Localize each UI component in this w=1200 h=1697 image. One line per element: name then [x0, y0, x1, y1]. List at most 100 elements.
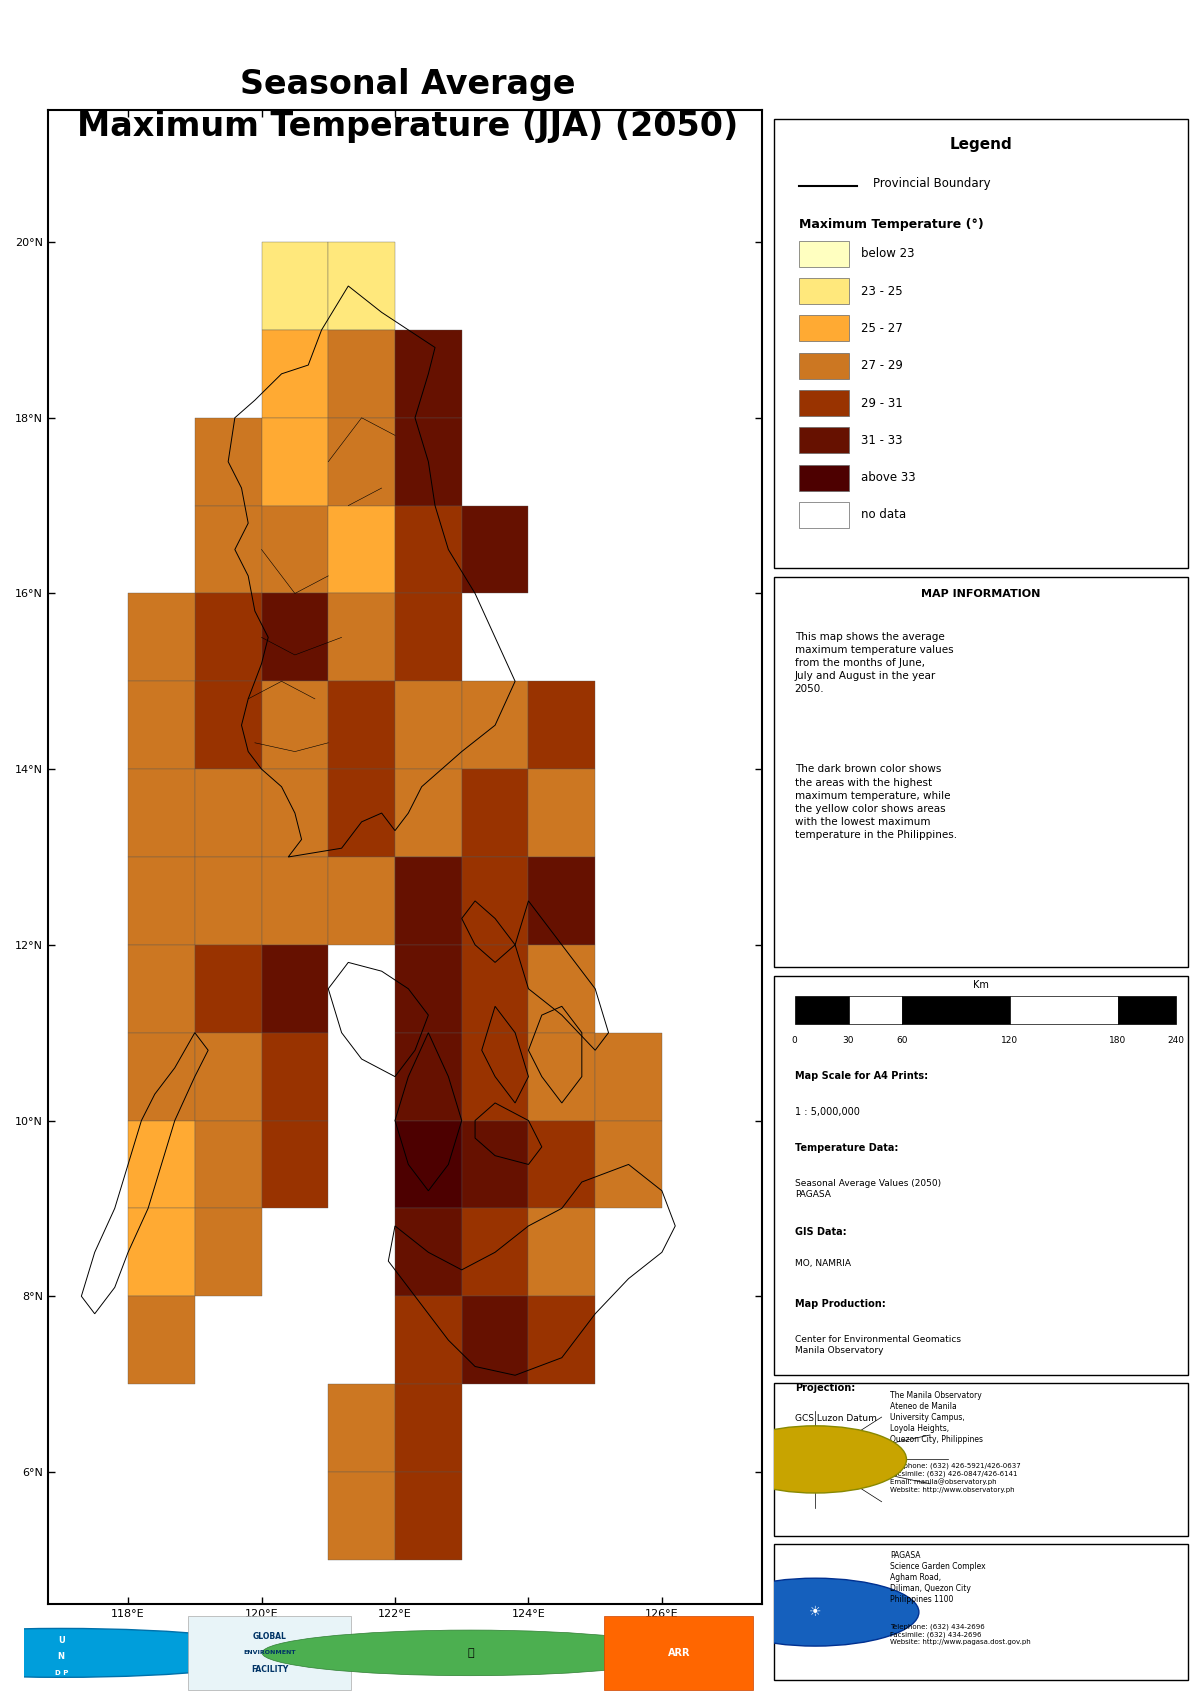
Bar [462, 1297, 528, 1385]
Bar [329, 417, 395, 506]
Bar [128, 680, 194, 769]
Bar [462, 506, 528, 594]
Text: Telephone: (632) 426-5921/426-0637
Facsimile: (632) 426-0847/426-6141
Email: man: Telephone: (632) 426-5921/426-0637 Facsi… [890, 1463, 1021, 1493]
Bar [605, 1616, 754, 1690]
Bar [799, 502, 848, 528]
Bar [395, 1033, 462, 1120]
Bar [329, 680, 395, 769]
Bar [128, 594, 194, 680]
Bar [128, 857, 194, 945]
Bar [462, 1033, 528, 1120]
Bar [194, 417, 262, 506]
Bar [395, 417, 462, 506]
Text: Center for Environmental Geomatics
Manila Observatory: Center for Environmental Geomatics Manil… [794, 1334, 961, 1354]
Bar [395, 1297, 462, 1385]
Text: ☀: ☀ [809, 1605, 822, 1619]
Text: 30: 30 [842, 1035, 854, 1045]
Bar [395, 329, 462, 417]
Bar [462, 1208, 528, 1297]
Text: above 33: above 33 [860, 472, 916, 484]
Text: FACILITY: FACILITY [251, 1665, 288, 1673]
Bar [395, 857, 462, 945]
Text: Map Scale for A4 Prints:: Map Scale for A4 Prints: [794, 1071, 928, 1081]
Text: 240: 240 [1168, 1035, 1184, 1045]
Text: 31 - 33: 31 - 33 [860, 434, 902, 446]
Text: The Manila Observatory
Ateneo de Manila
University Campus,
Loyola Heights,
Quezo: The Manila Observatory Ateneo de Manila … [890, 1392, 983, 1444]
Bar [128, 1120, 194, 1208]
Bar [128, 1297, 194, 1385]
Bar [128, 945, 194, 1033]
Text: The dark brown color shows
the areas with the highest
maximum temperature, while: The dark brown color shows the areas wit… [794, 764, 956, 840]
Text: PAGASA
Science Garden Complex
Agham Road,
Diliman, Quezon City
Philippines 1100: PAGASA Science Garden Complex Agham Road… [890, 1551, 985, 1604]
Text: ENVIRONMENT: ENVIRONMENT [244, 1651, 295, 1655]
Text: GIS Data:: GIS Data: [794, 1227, 846, 1237]
Bar [1117, 996, 1176, 1023]
Text: U: U [58, 1636, 65, 1644]
Bar [128, 1208, 194, 1297]
Bar [462, 1120, 528, 1208]
Bar [848, 996, 902, 1023]
Text: Provincial Boundary: Provincial Boundary [874, 178, 991, 190]
Text: Legend: Legend [949, 137, 1013, 151]
Bar [528, 1120, 595, 1208]
Bar [528, 1033, 595, 1120]
Bar [799, 316, 848, 341]
Bar [194, 769, 262, 857]
Text: GLOBAL: GLOBAL [252, 1633, 287, 1641]
Text: 🌿: 🌿 [467, 1648, 474, 1658]
Text: 27 - 29: 27 - 29 [860, 360, 902, 372]
Bar [395, 1208, 462, 1297]
Bar [194, 594, 262, 680]
Bar [794, 996, 848, 1023]
Circle shape [712, 1578, 919, 1646]
Bar [262, 417, 329, 506]
Bar [902, 996, 1010, 1023]
Text: 60: 60 [896, 1035, 908, 1045]
Text: below 23: below 23 [860, 248, 914, 260]
Bar [1010, 996, 1117, 1023]
Bar [262, 594, 329, 680]
Bar [128, 769, 194, 857]
Bar [528, 769, 595, 857]
Bar [329, 243, 395, 329]
Text: 1 : 5,000,000: 1 : 5,000,000 [794, 1108, 859, 1117]
Bar [329, 1385, 395, 1471]
Bar [194, 1120, 262, 1208]
Bar [395, 1120, 462, 1208]
Bar [528, 857, 595, 945]
Bar [462, 680, 528, 769]
Bar [799, 465, 848, 490]
Bar [528, 945, 595, 1033]
Text: Projection:: Projection: [794, 1383, 854, 1393]
Bar [262, 1120, 329, 1208]
Bar [194, 1033, 262, 1120]
Bar [329, 1471, 395, 1560]
Bar [462, 857, 528, 945]
Bar [595, 1033, 662, 1120]
Bar [395, 945, 462, 1033]
Circle shape [262, 1631, 679, 1675]
Bar [329, 857, 395, 945]
Bar [395, 857, 462, 945]
Bar [528, 680, 595, 769]
Text: N: N [58, 1653, 65, 1661]
Text: Km: Km [973, 979, 989, 989]
Bar [462, 857, 528, 945]
Bar [262, 329, 329, 417]
Text: 25 - 27: 25 - 27 [860, 322, 902, 334]
Circle shape [0, 1629, 284, 1677]
Bar [262, 243, 329, 329]
Bar [194, 680, 262, 769]
Bar [462, 945, 528, 1033]
Bar [194, 945, 262, 1033]
Bar [799, 278, 848, 304]
Text: 23 - 25: 23 - 25 [860, 285, 902, 297]
Text: Map Production:: Map Production: [794, 1298, 886, 1308]
Bar [329, 769, 395, 857]
Text: 0: 0 [792, 1035, 798, 1045]
Text: Maximum Temperature (°): Maximum Temperature (°) [799, 217, 984, 231]
Circle shape [725, 1425, 906, 1493]
Bar [799, 353, 848, 378]
Text: 120: 120 [1002, 1035, 1019, 1045]
Bar [187, 1616, 352, 1690]
